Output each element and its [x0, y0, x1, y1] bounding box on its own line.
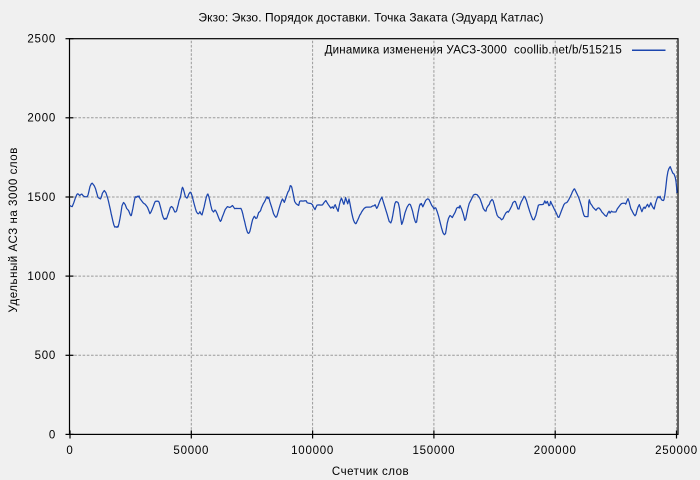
svg-text:0: 0	[49, 429, 56, 441]
svg-text:Динамика изменения УАСЗ-3000: Динамика изменения УАСЗ-3000 coollib.net…	[325, 45, 622, 57]
svg-text:50000: 50000	[173, 445, 209, 457]
svg-text:Счетчик слов: Счетчик слов	[332, 466, 409, 478]
svg-text:1000: 1000	[27, 271, 56, 283]
svg-text:500: 500	[35, 350, 56, 362]
svg-text:250000: 250000	[655, 445, 698, 457]
svg-text:200000: 200000	[534, 445, 577, 457]
svg-text:2000: 2000	[27, 113, 56, 125]
svg-text:1500: 1500	[27, 192, 56, 204]
svg-text:Экзо: Экзо. Порядок доставки.: Экзо: Экзо. Порядок доставки. Точка Зака…	[198, 11, 543, 25]
svg-text:Удельный АСЗ на 3000 слов: Удельный АСЗ на 3000 слов	[8, 147, 20, 312]
svg-text:2500: 2500	[27, 34, 56, 46]
svg-text:150000: 150000	[412, 445, 455, 457]
svg-text:100000: 100000	[291, 445, 334, 457]
svg-text:0: 0	[66, 445, 73, 457]
